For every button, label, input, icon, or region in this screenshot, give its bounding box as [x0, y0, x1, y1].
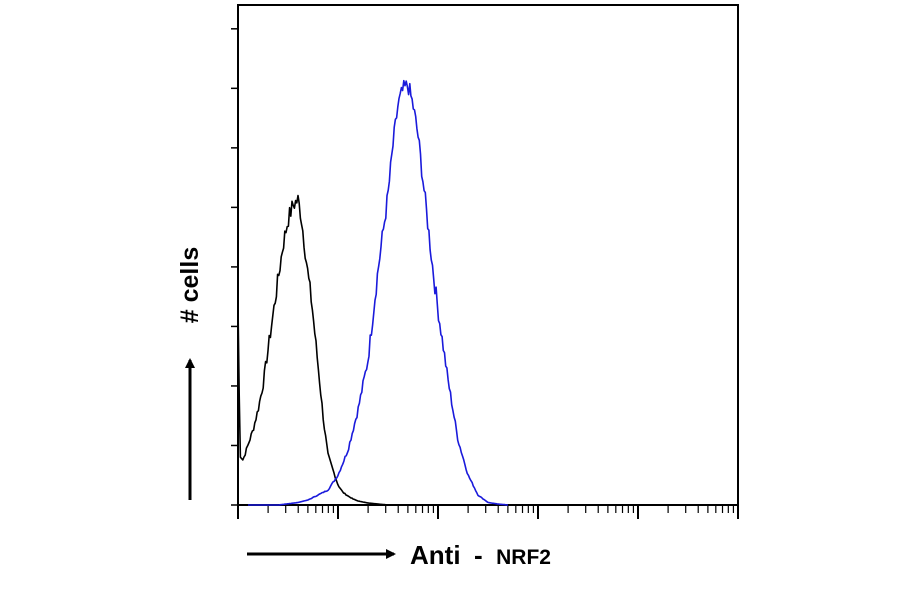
y-axis-ticks	[231, 28, 238, 506]
x-axis-label-main: Anti	[410, 540, 461, 570]
x-axis-label-target: NRF2	[496, 546, 551, 569]
plot-frame	[237, 4, 739, 506]
series-line-2	[248, 79, 509, 506]
x-axis-label: Anti - NRF2	[410, 540, 551, 570]
series-line-1	[237, 194, 389, 506]
series-layer	[237, 79, 509, 506]
x-axis-label-dash: -	[474, 540, 483, 570]
y-axis-label: # cells	[176, 247, 204, 323]
x-axis-ticks	[237, 505, 739, 519]
